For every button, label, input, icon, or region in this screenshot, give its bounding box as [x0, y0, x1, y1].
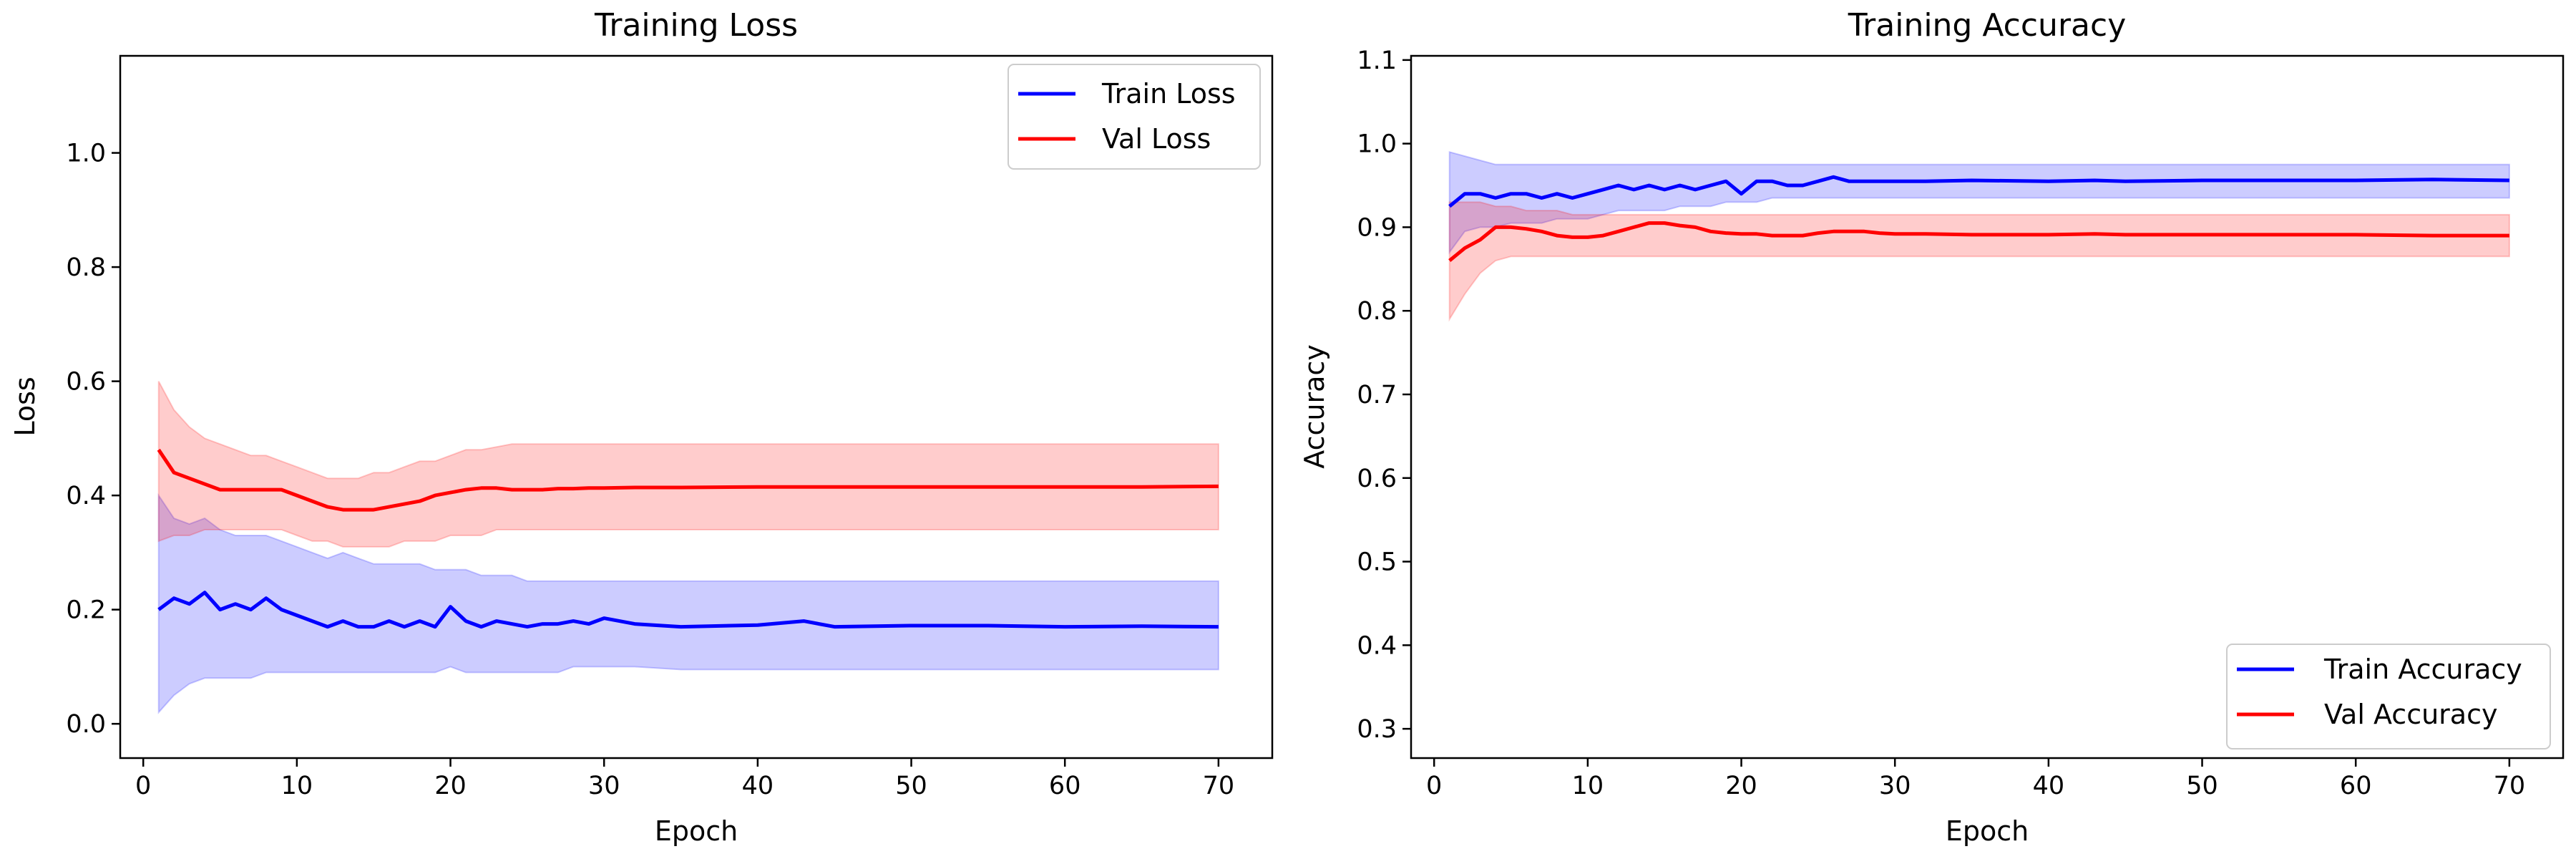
loss-x-tick-label: 50 [895, 772, 927, 800]
accuracy-x-axis-label: Epoch [1946, 815, 2029, 847]
loss-x-tick-label: 10 [281, 772, 313, 800]
accuracy-y-tick-label: 1.1 [1357, 47, 1397, 75]
loss-y-tick-label: 0.2 [66, 596, 106, 625]
loss-y-tick-label: 0.4 [66, 482, 106, 510]
legend-label-train-accuracy: Train Accuracy [2323, 654, 2522, 685]
accuracy-y-tick-label: 0.7 [1357, 381, 1397, 409]
accuracy-y-axis-label: Accuracy [1299, 344, 1330, 469]
loss-y-tick-label: 0.6 [66, 368, 106, 397]
loss-chart-title: Training Loss [594, 7, 798, 44]
accuracy-x-tick-label: 30 [1879, 772, 1911, 800]
accuracy-y-tick-label: 0.3 [1357, 715, 1397, 744]
loss-x-tick-label: 20 [434, 772, 467, 800]
accuracy-y-tick-label: 0.9 [1357, 213, 1397, 242]
accuracy-x-tick-label: 40 [2033, 772, 2065, 800]
val-accuracy-std-band [1448, 201, 2510, 322]
train-accuracy-mean-line [1448, 175, 2509, 208]
accuracy-chart-panel: Training Accuracy 0 10 20 30 40 50 60 70 0.3 0.4… [1299, 7, 2565, 847]
loss-y-tick-label: 0.0 [66, 710, 106, 739]
loss-x-tick-label: 60 [1049, 772, 1081, 800]
loss-x-tick-label: 30 [588, 772, 620, 800]
loss-y-tick-label: 0.8 [66, 253, 106, 282]
train-loss-std-band [157, 492, 1219, 714]
loss-axes-frame [119, 54, 1274, 759]
accuracy-y-tick-label: 0.4 [1357, 631, 1397, 660]
loss-legend: Train Loss Val Loss [1008, 64, 1261, 170]
loss-x-tick-label: 40 [742, 772, 774, 800]
accuracy-x-tick-label: 50 [2186, 772, 2218, 800]
accuracy-y-tick-label: 1.0 [1357, 130, 1397, 159]
legend-label-train-loss: Train Loss [1101, 78, 1236, 110]
accuracy-chart-title: Training Accuracy [1848, 7, 2126, 44]
loss-x-axis-label: Epoch [655, 815, 738, 847]
accuracy-x-tick-label: 0 [1426, 772, 1442, 800]
accuracy-axes-frame [1410, 54, 2565, 759]
accuracy-x-tick-label: 10 [1572, 772, 1604, 800]
accuracy-x-tick-label: 20 [1725, 772, 1757, 800]
loss-chart-panel: Training Loss 0 10 20 30 40 50 60 70 0.0 0.2 0.4 0… [9, 7, 1274, 847]
accuracy-y-tick-label: 0.5 [1357, 548, 1397, 577]
loss-legend-box [1008, 64, 1261, 170]
accuracy-legend: Train Accuracy Val Accuracy [2226, 644, 2551, 749]
accuracy-x-tick-label: 70 [2494, 772, 2526, 800]
val-loss-std-band [157, 381, 1219, 548]
train-accuracy-std-band [1448, 150, 2510, 255]
accuracy-x-tick-label: 60 [2340, 772, 2372, 800]
loss-x-tick-label: 0 [135, 772, 151, 800]
legend-label-val-accuracy: Val Accuracy [2324, 699, 2497, 730]
legend-label-val-loss: Val Loss [1102, 123, 1211, 155]
loss-y-tick-label: 1.0 [66, 140, 106, 168]
loss-x-tick-label: 70 [1203, 772, 1235, 800]
val-loss-mean-line [157, 448, 1219, 512]
accuracy-y-tick-label: 0.6 [1357, 465, 1397, 493]
accuracy-legend-box [2226, 644, 2551, 749]
val-accuracy-mean-line [1448, 221, 2509, 263]
loss-y-axis-label: Loss [9, 377, 41, 436]
train-loss-mean-line [157, 591, 1219, 629]
accuracy-y-tick-label: 0.8 [1357, 297, 1397, 326]
